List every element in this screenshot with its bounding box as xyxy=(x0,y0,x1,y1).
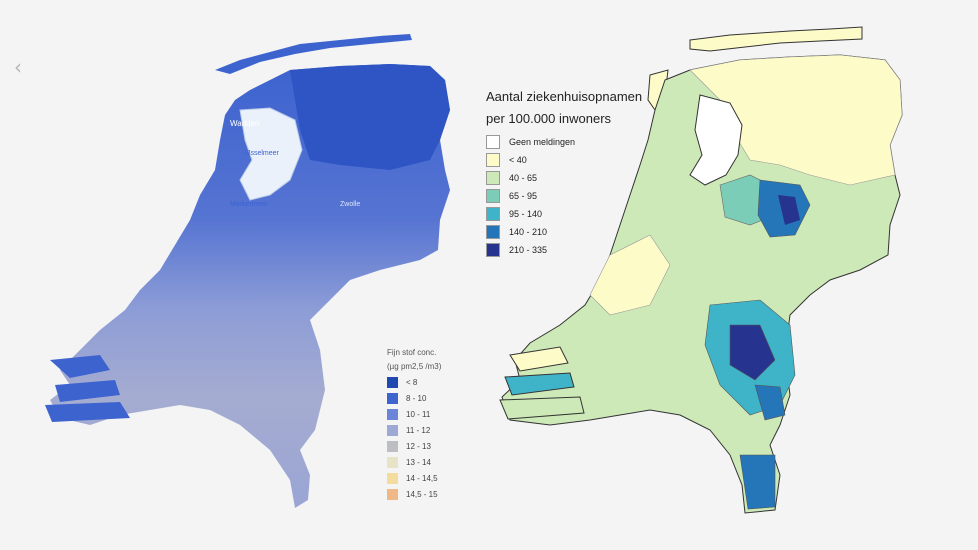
legend-label: 140 - 210 xyxy=(509,227,548,237)
hospital-admissions-legend: Aantal ziekenhuisopnamen per 100.000 inw… xyxy=(486,89,656,259)
hospital-legend-row: < 40 xyxy=(486,151,656,169)
legend-swatch xyxy=(387,408,398,420)
legend-label: 65 - 95 xyxy=(509,191,538,201)
legend-label: 8 - 10 xyxy=(406,393,427,403)
hospital-legend-row: 40 - 65 xyxy=(486,169,656,187)
legend-swatch xyxy=(387,392,398,404)
legend-swatch xyxy=(486,225,500,239)
legend-label: 11 - 12 xyxy=(406,425,431,435)
legend-swatch xyxy=(387,456,398,468)
fine-dust-legend-row: 14 - 14,5 xyxy=(387,470,477,486)
legend-swatch xyxy=(486,189,500,203)
label-wadden: Wadden xyxy=(230,119,260,128)
legend-label: < 40 xyxy=(509,155,527,165)
hospital-legend-row: Geen meldingen xyxy=(486,133,656,151)
legend-swatch xyxy=(486,171,500,185)
legend-swatch xyxy=(486,207,500,221)
legend-label: 12 - 13 xyxy=(406,441,431,451)
label-ijsselmeer: IJsselmeer xyxy=(245,150,280,157)
fine-dust-legend-row: 10 - 11 xyxy=(387,406,477,422)
hospital-admissions-map xyxy=(490,25,910,525)
legend-swatch xyxy=(387,376,398,388)
legend-label: 40 - 65 xyxy=(509,173,538,183)
legend-swatch xyxy=(387,440,398,452)
fine-dust-legend-row: 12 - 13 xyxy=(387,438,477,454)
legend-label: 13 - 14 xyxy=(406,457,431,467)
legend-label: 95 - 140 xyxy=(509,209,543,219)
label-zwolle: Zwolle xyxy=(340,201,360,208)
legend-label: < 8 xyxy=(406,377,418,387)
hospital-legend-row: 210 - 335 xyxy=(486,241,656,259)
legend-swatch xyxy=(486,135,500,149)
fine-dust-legend-row: 13 - 14 xyxy=(387,454,477,470)
legend-label: Geen meldingen xyxy=(509,137,576,147)
legend-title-line1: Fijn stof conc. xyxy=(387,348,437,357)
fine-dust-legend-row: < 8 xyxy=(387,374,477,390)
legend-label: 14 - 14,5 xyxy=(406,473,438,483)
legend-title-line2: per 100.000 inwoners xyxy=(486,111,612,126)
label-markermeer: Markermeer xyxy=(230,201,268,208)
legend-label: 10 - 11 xyxy=(406,409,431,419)
fine-dust-legend-row: 11 - 12 xyxy=(387,422,477,438)
legend-label: 14,5 - 15 xyxy=(406,489,438,499)
legend-swatch xyxy=(486,153,500,167)
legend-title-line2: (µg pm2,5 /m3) xyxy=(387,362,442,371)
hospital-legend-row: 140 - 210 xyxy=(486,223,656,241)
fine-dust-legend: Fijn stof conc. (µg pm2,5 /m3) < 8 8 - 10… xyxy=(387,346,477,502)
legend-swatch xyxy=(387,472,398,484)
legend-swatch xyxy=(486,243,500,257)
netherlands-outline xyxy=(50,64,450,508)
legend-label: 210 - 335 xyxy=(509,245,548,255)
ijsselmeer-water xyxy=(239,107,303,201)
fine-dust-map: Wadden IJsselmeer Markermeer Zwolle xyxy=(40,30,470,520)
hospital-legend-row: 65 - 95 xyxy=(486,187,656,205)
hospital-legend-row: 95 - 140 xyxy=(486,205,656,223)
legend-swatch xyxy=(387,488,398,500)
wadden-islands xyxy=(689,26,863,52)
fine-dust-legend-row: 14,5 - 15 xyxy=(387,486,477,502)
fine-dust-legend-row: 8 - 10 xyxy=(387,390,477,406)
ijsselmeer-water xyxy=(689,94,743,186)
legend-swatch xyxy=(387,424,398,436)
legend-title-line1: Aantal ziekenhuisopnamen xyxy=(486,89,643,104)
wadden-islands xyxy=(215,34,412,74)
previous-arrow-icon[interactable]: ‹ xyxy=(14,55,22,79)
